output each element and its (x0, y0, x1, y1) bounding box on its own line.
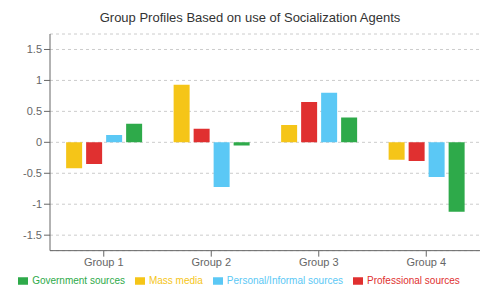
html-text:Government sources: Government sources (32, 274, 125, 286)
svg-text:Group 3: Group 3 (299, 256, 339, 268)
svg-text:-0.5: -0.5 (23, 167, 42, 179)
svg-text:0.5: 0.5 (27, 105, 42, 117)
svg-text:0: 0 (36, 136, 42, 148)
svg-text:Group 2: Group 2 (191, 256, 231, 268)
html-text:Professional sources: Professional sources (367, 274, 460, 286)
svg-text:Group 1: Group 1 (84, 256, 124, 268)
html-text:Personal/Informal sources: Personal/Informal sources (226, 274, 343, 286)
svg-text:1.5: 1.5 (27, 43, 42, 55)
html-text:Mass media: Mass media (149, 274, 203, 286)
svg-text:1: 1 (36, 74, 42, 86)
svg-text:-1.5: -1.5 (23, 229, 42, 241)
svg-text:Group 4: Group 4 (406, 256, 446, 268)
svg-text:-1: -1 (32, 198, 42, 210)
html-text:Group Profiles Based on use of: Group Profiles Based on use of Socializa… (99, 10, 401, 25)
